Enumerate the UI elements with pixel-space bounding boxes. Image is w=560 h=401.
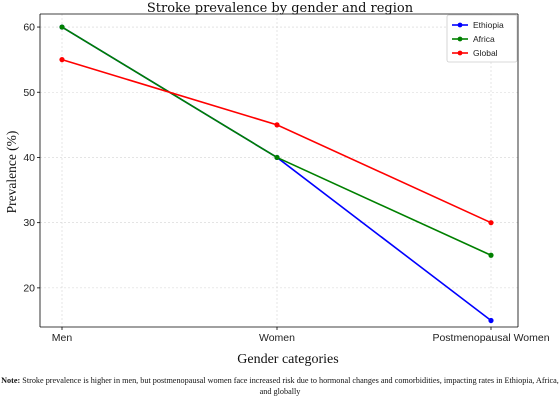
legend-label: Ethiopia [473,20,504,30]
series-line-ethiopia [61,26,492,322]
y-tick-label: 50 [23,87,35,99]
y-tick-label: 20 [23,282,35,294]
note-text: Stroke prevalence is higher in men, but … [20,376,559,396]
data-point-africa [488,252,494,258]
series-line-global [61,58,492,224]
data-point-africa [274,154,280,161]
data-point-global [488,220,494,226]
y-tick-label: 30 [23,217,35,229]
note-label: Note: [1,376,21,385]
y-axis-label: Prevalence (%) [4,131,19,214]
x-axis-label: Gender categories [237,352,338,367]
data-point-ethiopia [488,317,494,324]
legend-label: Global [473,48,498,58]
legend-marker [457,50,463,56]
y-ticks: 20 30 40 50 60 [23,22,40,294]
y-tick-label: 40 [23,152,35,164]
legend: Ethiopia Africa Global [446,14,518,63]
figure-note: Note: Stroke prevalence is higher in men… [0,375,560,397]
data-point-global [274,122,280,128]
x-tick-label: Postmenopausal Women [432,332,549,344]
series-line-africa [61,26,492,256]
x-tick-label: Women [259,332,295,344]
x-tick-label: Men [52,332,73,344]
legend-marker [457,36,463,42]
y-tick-label: 60 [23,22,35,34]
x-ticks: Men Women Postmenopausal Women [52,327,550,344]
data-point-africa [59,24,65,30]
data-point-global [59,57,65,63]
legend-label: Africa [473,34,495,44]
series-group [59,24,494,324]
legend-marker [457,22,463,28]
legend-box [446,14,518,63]
grid [40,14,518,327]
chart-title: Stroke prevalence by gender and region [146,1,414,16]
